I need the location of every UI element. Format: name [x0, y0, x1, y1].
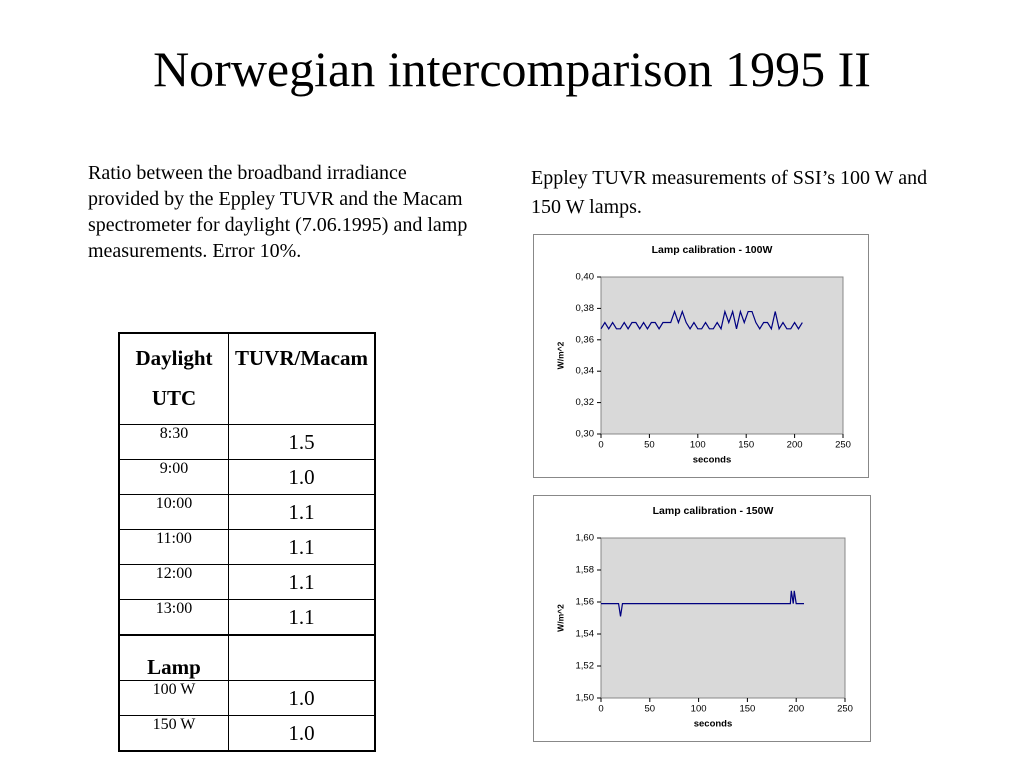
x-tick-label: 200: [788, 704, 804, 715]
cell: 1.5: [227, 424, 376, 460]
plot-area: [600, 276, 844, 435]
x-tick-label: 150: [739, 704, 755, 715]
y-tick-label: 1,50: [576, 693, 595, 704]
cell: 9:00: [118, 459, 229, 495]
slide-title: Norwegian intercomparison 1995 II: [153, 41, 871, 97]
x-tick-label: 150: [738, 440, 754, 451]
y-tick-label: 0,34: [576, 366, 595, 377]
section-label: Lamp: [118, 634, 229, 681]
cell: 1.0: [227, 680, 376, 716]
cell: 150 W: [118, 715, 229, 752]
chart: Lamp calibration - 100W 0,30 0,32 0,34 0,36 0…: [533, 234, 869, 478]
plot-area: [600, 537, 846, 699]
x-tick-label: 250: [837, 704, 853, 715]
y-axis-label: W/m^2: [555, 604, 565, 632]
y-tick-label: 0,32: [576, 397, 595, 408]
y-tick-label: 1,52: [576, 661, 595, 672]
cell: 8:30: [118, 424, 229, 460]
x-tick-label: 100: [691, 704, 707, 715]
cell: 1.0: [227, 715, 376, 752]
cell: 13:00: [118, 599, 229, 636]
data-line: [600, 309, 803, 331]
chart-title: Lamp calibration - 100W: [652, 244, 773, 256]
y-tick-label: 1,60: [576, 533, 595, 544]
chart-title: Lamp calibration - 150W: [653, 505, 774, 517]
y-tick-label: 1,54: [576, 629, 595, 640]
x-axis-label: seconds: [694, 719, 733, 730]
ratio-table: Daylight UTC TUVR/Macam 8:30 1.5 9:00 1.0 1…: [118, 332, 376, 752]
header-cell: Daylight UTC: [118, 332, 229, 425]
x-tick-label: 50: [644, 440, 655, 451]
right-text: Eppley TUVR measurements of SSI’s 100 W …: [531, 167, 928, 218]
cell: 10:00: [118, 494, 229, 530]
cell: [227, 634, 376, 681]
x-tick-label: 0: [598, 440, 603, 451]
left-text: Ratio between the broadband irradiance p…: [88, 162, 468, 262]
y-tick-label: 0,36: [576, 334, 595, 345]
x-tick-label: 200: [787, 440, 803, 451]
cell: 100 W: [118, 680, 229, 716]
x-tick-label: 50: [645, 704, 656, 715]
data-line: [601, 590, 805, 617]
cell: 1.1: [227, 494, 376, 530]
chart: Lamp calibration - 150W 1,50 1,52 1,54 1,56 1…: [533, 495, 871, 742]
cell: 1.1: [227, 599, 376, 636]
x-axis-label: seconds: [693, 455, 732, 466]
header-cell: TUVR/Macam: [227, 332, 376, 425]
y-tick-label: 1,56: [576, 597, 595, 608]
y-tick-label: 0,38: [576, 303, 595, 314]
cell: 1.1: [227, 529, 376, 565]
cell: 1.0: [227, 459, 376, 495]
y-tick-label: 0,40: [576, 272, 595, 283]
cell: 11:00: [118, 529, 229, 565]
x-tick-label: 250: [835, 440, 851, 451]
x-tick-label: 100: [690, 440, 706, 451]
cell: 1.1: [227, 564, 376, 600]
y-axis-label: W/m^2: [555, 341, 565, 369]
y-tick-label: 0,30: [576, 429, 595, 440]
x-tick-label: 0: [598, 704, 603, 715]
cell: 12:00: [118, 564, 229, 600]
y-tick-label: 1,58: [576, 565, 595, 576]
